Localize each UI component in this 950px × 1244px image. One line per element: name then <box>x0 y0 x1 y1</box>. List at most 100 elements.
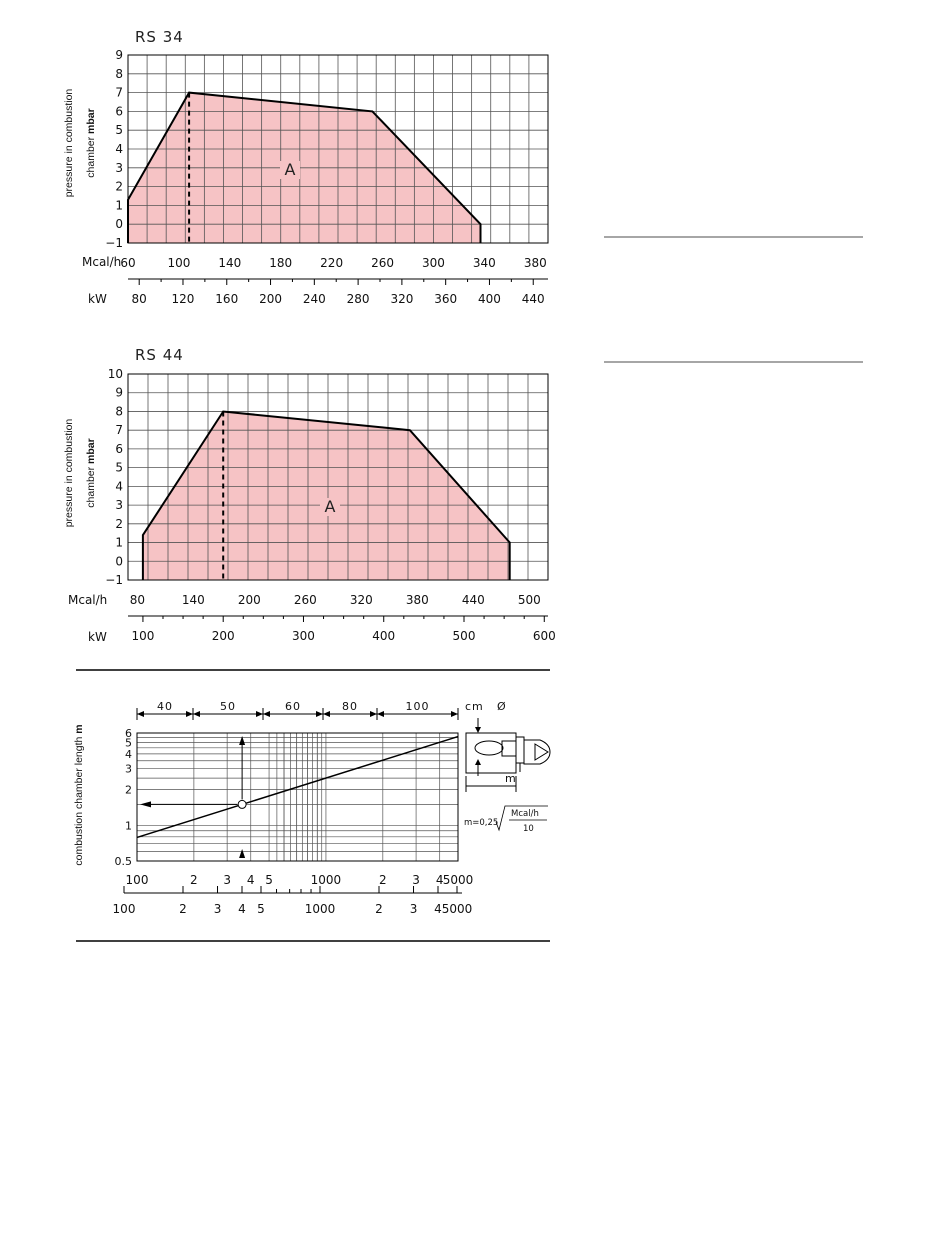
x-tick-label: 260 <box>371 256 394 270</box>
x-tick-label: 4 <box>238 902 246 916</box>
diameter-segment-label: 60 <box>285 700 301 713</box>
y-tick-label: 4 <box>125 748 132 761</box>
x-ticks-primary: 80 140 200 260 320 380 440 500 <box>130 593 541 607</box>
kw-tick-label: 80 <box>132 292 147 306</box>
burner-body <box>523 739 551 765</box>
formula-numerator: Mcal/h <box>511 809 539 819</box>
y-axis-label-line1: pressure in combustion <box>63 419 75 528</box>
burner-head <box>501 740 517 757</box>
y-tick-label: 0 <box>115 217 123 231</box>
sqrt-sign-icon <box>495 805 548 832</box>
y-tick-label: 0 <box>115 554 123 568</box>
y-tick-label: −1 <box>105 236 123 250</box>
y-tick-label: 2 <box>125 784 132 797</box>
y-tick-label: 3 <box>125 763 132 776</box>
kw-tick-label: 300 <box>292 629 315 643</box>
y-tick-label: 3 <box>115 498 123 512</box>
operating-area <box>142 411 510 580</box>
arrow-right-icon <box>316 711 323 717</box>
diameter-segment-label: 80 <box>342 700 358 713</box>
y-axis-label: pressure in combustion chamber mbar <box>63 419 97 528</box>
diameter-unit-label: cm <box>465 700 484 713</box>
x-tick-label: 5000 <box>443 873 474 887</box>
arrow-left-icon <box>323 711 330 717</box>
chart-title: RS 34 <box>135 28 184 46</box>
x-tick-label: 3 <box>223 873 231 887</box>
y-tick-label: 5 <box>115 461 123 475</box>
x-axis-label-primary: Mcal/h <box>82 255 121 269</box>
area-label: A <box>325 497 336 516</box>
kw-tick-label: 240 <box>303 292 326 306</box>
x-tick-label: 5000 <box>442 902 473 916</box>
y-tick-label: 6 <box>125 727 132 740</box>
formula-lhs: m=0,25 <box>464 818 498 828</box>
chart-rs34: RS 34 pressure in combustion chamber mba… <box>63 28 549 306</box>
x-tick-label: 1000 <box>305 902 336 916</box>
x-tick-label: 2 <box>179 902 187 916</box>
kw-tick-label: 360 <box>434 292 457 306</box>
plot-frame <box>136 732 459 862</box>
y-axis-label: pressure in combustion chamber mbar <box>63 89 97 198</box>
chart-combustion-length: combustion chamber length m 40 50 60 80 100 … <box>73 700 551 916</box>
plot-frame <box>127 54 549 244</box>
y-tick-label: 6 <box>115 104 123 118</box>
area-label: A <box>285 160 296 179</box>
arrow-left-icon <box>193 711 200 717</box>
arrow-right-icon <box>451 711 458 717</box>
x-tick-label: 4 <box>436 873 444 887</box>
kw-tick-label: 200 <box>259 292 282 306</box>
x-tick-label: 180 <box>269 256 292 270</box>
y-tick-label: 1 <box>125 819 132 832</box>
diameter-scale: 40 50 60 80 100 <box>136 700 459 720</box>
y-tick-label: 8 <box>115 404 123 418</box>
operating-area-outline <box>127 91 482 243</box>
x-tick-label: 140 <box>182 593 205 607</box>
arrow-right-icon <box>186 711 193 717</box>
chart-rs44: RS 44 pressure in combustion chamber mba… <box>63 346 556 644</box>
x-tick-label: 3 <box>214 902 222 916</box>
y-tick-label: 2 <box>115 180 123 194</box>
x-tick-label: 320 <box>350 593 373 607</box>
x-ticks-primary: 100 2 3 4 5 1000 2 3 4 5000 <box>126 873 474 887</box>
y-tick-label: 3 <box>115 161 123 175</box>
x-axis-label-secondary: kW <box>88 292 107 306</box>
kw-tick-label: 120 <box>172 292 195 306</box>
x-axis-label-primary: Mcal/h <box>68 593 107 607</box>
x-tick-label: 380 <box>406 593 429 607</box>
y-tick-label: 1 <box>115 536 123 550</box>
kw-tick-label: 500 <box>453 629 476 643</box>
x-tick-label: 4 <box>247 873 255 887</box>
y-tick-label: 8 <box>115 67 123 81</box>
arrow-right-icon <box>256 711 263 717</box>
x-tick-label: 100 <box>167 256 190 270</box>
kw-tick-label: 320 <box>390 292 413 306</box>
operating-area-outline <box>141 410 511 580</box>
chart-title: RS 44 <box>135 346 184 364</box>
x-axis-label-secondary: kW <box>88 630 107 644</box>
kw-tick-label: 400 <box>478 292 501 306</box>
arrow-left-icon <box>137 711 144 717</box>
operating-area-fill <box>142 411 510 580</box>
arrow-head-icon <box>475 759 481 765</box>
x-ticks-secondary: 100 2 3 4 5 1000 2 3 4 5000 <box>113 886 473 916</box>
x-ticks-secondary: 80 120 160 200 240 280 320 360 400 440 <box>132 279 545 306</box>
example-point-marker <box>237 799 247 809</box>
series-line <box>136 735 459 839</box>
y-tick-label: 7 <box>115 86 123 100</box>
arrow-up-icon <box>239 849 246 858</box>
kw-tick-label: 200 <box>212 629 235 643</box>
x-ticks-secondary: 100 200 300 400 500 600 <box>131 616 556 643</box>
arrow-left-icon <box>377 711 384 717</box>
x-tick-label: 60 <box>120 256 135 270</box>
x-tick-label: 100 <box>113 902 136 916</box>
x-tick-label: 5 <box>257 902 265 916</box>
x-tick-label: 260 <box>294 593 317 607</box>
kw-tick-label: 160 <box>215 292 238 306</box>
y-tick-label: 2 <box>115 517 123 531</box>
plot-frame <box>127 373 549 581</box>
kw-tick-label: 400 <box>372 629 395 643</box>
y-ticks: −1 0 1 2 3 4 5 6 7 8 9 10 <box>105 367 123 587</box>
grid: A <box>127 54 549 244</box>
diameter-symbol: Ø <box>497 700 507 713</box>
